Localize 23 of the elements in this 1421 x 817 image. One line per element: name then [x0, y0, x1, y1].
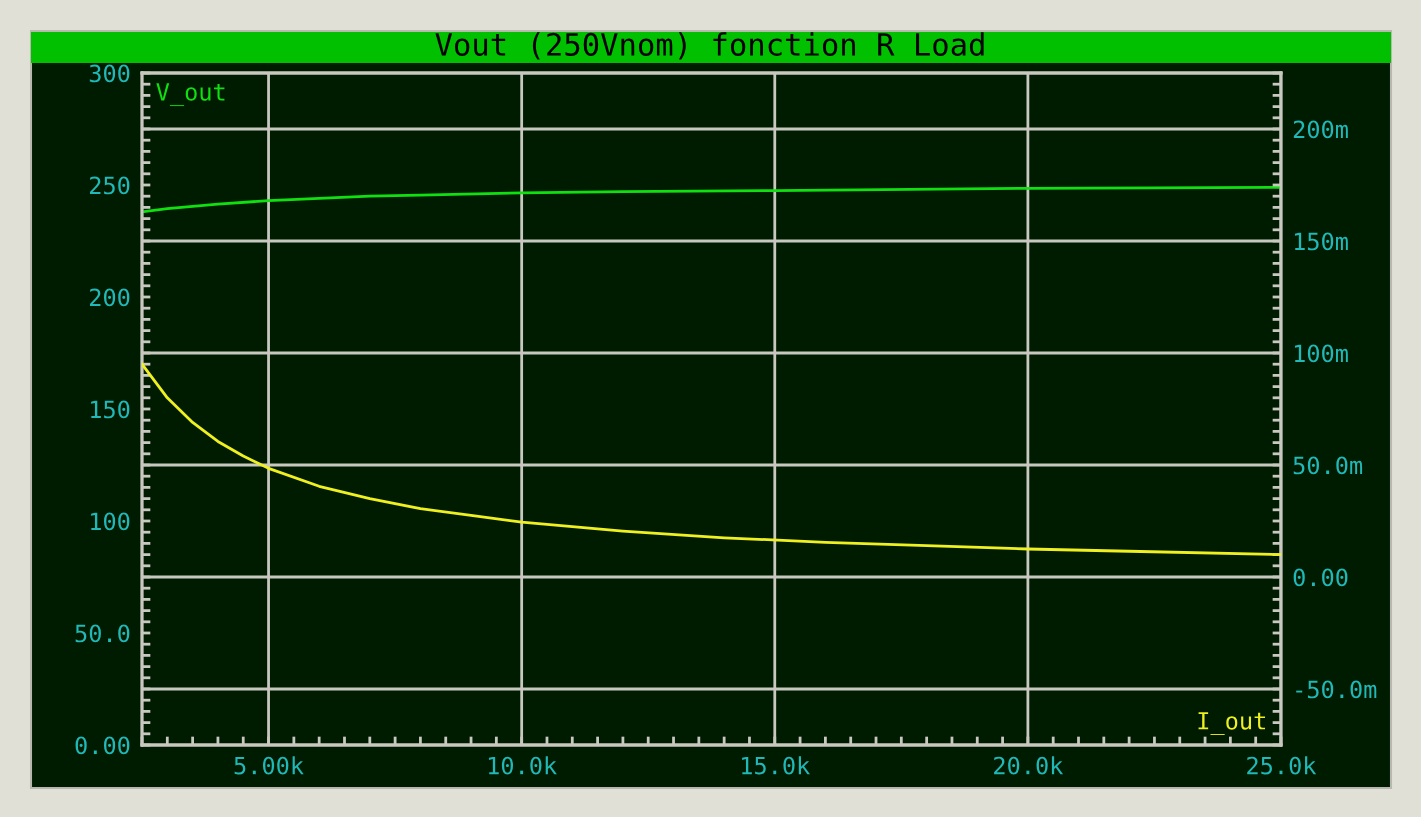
y-tick-label: 250 — [90, 176, 130, 195]
chart-title: Vout (250Vnom) fonction R Load — [435, 32, 984, 60]
y2-tick-label: -50.0m — [1296, 680, 1377, 699]
y2-tick-label: 50.0m — [1293, 456, 1363, 475]
y2-tick-label: 100m — [1294, 344, 1348, 363]
text: I_out — [1198, 712, 1266, 735]
y-tick-label: 50.0 — [75, 624, 130, 643]
line-series — [142, 185, 1281, 214]
text: V_out — [156, 83, 225, 107]
x-tick-label: 15.0k — [742, 756, 810, 775]
y-tick-label: 100 — [91, 512, 130, 531]
y-tick-label: 0.00 — [75, 736, 130, 755]
x-tick-label: 5.00k — [234, 756, 304, 775]
y-tick-label: 200 — [90, 288, 130, 307]
y-tick-label: 300 — [89, 64, 130, 83]
x-tick-label: 10.0k — [488, 756, 557, 775]
y2-tick-label: 150m — [1294, 232, 1348, 251]
y2-tick-label: 200m — [1293, 120, 1348, 139]
x-tick-label: 25.0k — [1247, 756, 1317, 775]
line-series — [142, 362, 1281, 556]
y-tick-label: 150 — [91, 400, 130, 419]
y2-tick-label: 0.00 — [1293, 568, 1348, 587]
x-tick-label: 20.0k — [994, 756, 1064, 775]
